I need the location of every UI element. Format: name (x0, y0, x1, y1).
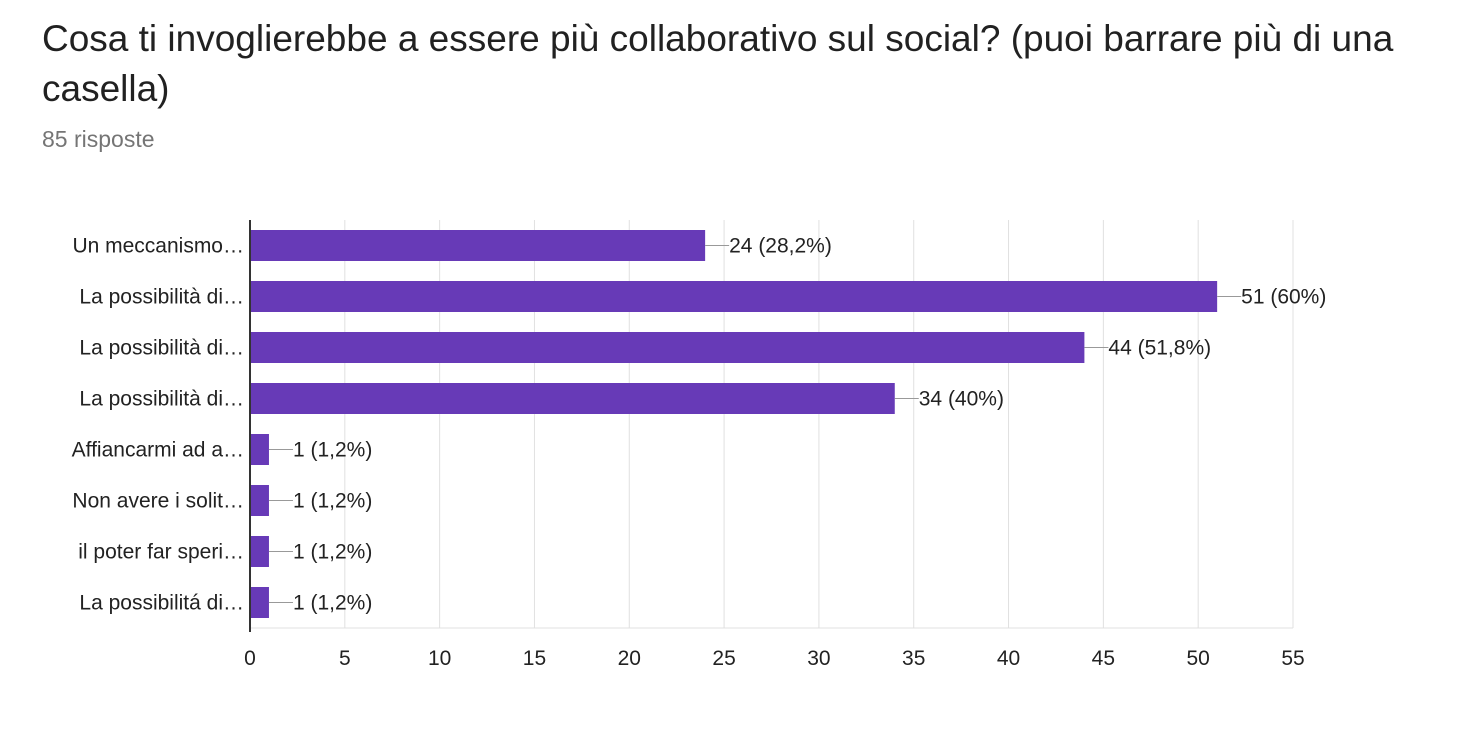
data-label: 1 (1,2%) (293, 490, 372, 513)
data-label: 24 (28,2%) (729, 235, 832, 258)
category-label: La possibilitá di… (79, 592, 244, 615)
x-tick-label: 5 (339, 647, 351, 670)
category-label: Non avere i solit… (72, 490, 244, 513)
x-tick-label: 30 (807, 647, 830, 670)
bar (250, 536, 269, 567)
category-label: Affiancarmi ad a… (72, 439, 244, 462)
x-tick-label: 15 (523, 647, 546, 670)
x-tick-label: 0 (244, 647, 256, 670)
x-tick-label: 40 (997, 647, 1020, 670)
bar (250, 230, 706, 261)
x-tick-label: 20 (618, 647, 641, 670)
category-label: il poter far speri… (78, 541, 244, 564)
category-label: La possibilità di… (79, 337, 244, 360)
x-tick-label: 25 (712, 647, 735, 670)
bar (250, 281, 1218, 312)
x-tick-label: 50 (1187, 647, 1210, 670)
bar (250, 332, 1085, 363)
data-label: 1 (1,2%) (293, 592, 372, 615)
bar (250, 383, 895, 414)
data-label: 1 (1,2%) (293, 541, 372, 564)
x-tick-label: 55 (1281, 647, 1304, 670)
response-count: 85 risposte (42, 126, 155, 152)
x-tick-label: 35 (902, 647, 925, 670)
category-label: La possibilità di… (79, 388, 244, 411)
bar (250, 587, 269, 618)
data-label: 1 (1,2%) (293, 439, 372, 462)
category-label: La possibilità di… (79, 286, 244, 309)
category-label: Un meccanismo… (72, 235, 244, 258)
data-label: 34 (40%) (919, 388, 1004, 411)
bar (250, 434, 269, 465)
data-label: 44 (51,8%) (1108, 337, 1211, 360)
x-tick-label: 45 (1092, 647, 1115, 670)
question-title: Cosa ti invoglierebbe a essere più colla… (42, 18, 1394, 109)
data-label: 51 (60%) (1241, 286, 1326, 309)
bar (250, 485, 269, 516)
x-tick-label: 10 (428, 647, 451, 670)
